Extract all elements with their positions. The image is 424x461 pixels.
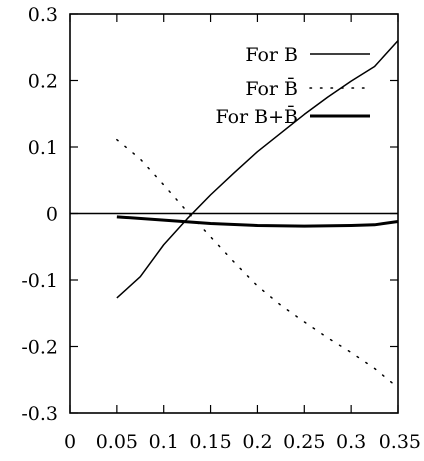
y-tick-label: 0.2 xyxy=(28,71,58,93)
series-line-1 xyxy=(116,40,399,299)
series-layer xyxy=(116,40,399,389)
y-tick-label: -0.1 xyxy=(21,270,58,292)
x-tick-label: 0.1 xyxy=(149,431,179,453)
plot-frame xyxy=(69,13,399,414)
y-tick-label: 0.1 xyxy=(28,137,58,159)
legend-label-3: For B+B̄ xyxy=(215,105,298,128)
x-tick-label: 0.15 xyxy=(189,431,231,453)
y-tick-label: 0 xyxy=(46,204,58,226)
series-line-2 xyxy=(116,138,399,389)
x-tick-label: 0.05 xyxy=(96,431,138,453)
legend-label-2: For B̄ xyxy=(245,77,298,100)
x-axis-tick-labels: 0 0.05 0.1 0.15 0.2 0.25 0.3 0.35 xyxy=(64,431,421,453)
y-tick-label: 0.3 xyxy=(28,4,58,26)
x-tick-label: 0.25 xyxy=(283,431,325,453)
y-tick-label: -0.2 xyxy=(21,337,58,359)
x-tick-label: 0.2 xyxy=(242,431,272,453)
x-tick-label: 0.35 xyxy=(379,431,421,453)
legend-label-1: For B xyxy=(245,44,298,66)
x-tick-label: 0.3 xyxy=(336,431,366,453)
y-axis-tick-labels: 0.3 0.2 0.1 0 -0.1 -0.2 -0.3 xyxy=(21,4,58,425)
x-tick-label: 0 xyxy=(64,431,76,453)
y-tick-label: -0.3 xyxy=(21,403,58,425)
series-line-3 xyxy=(116,215,399,228)
legend: For B For B̄ For B+B̄ xyxy=(215,44,371,128)
